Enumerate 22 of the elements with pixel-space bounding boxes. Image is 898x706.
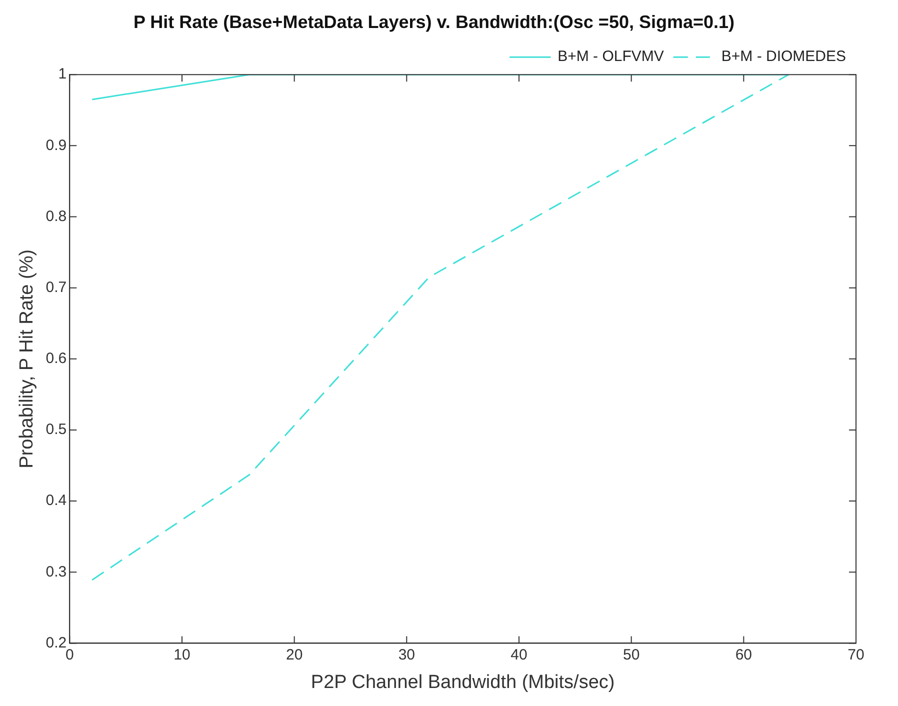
x-axis-title: P2P Channel Bandwidth (Mbits/sec) (310, 672, 615, 693)
y-axis-title: Probability, P Hit Rate (%) (16, 249, 38, 468)
y-tick-label: 0.9 (46, 136, 67, 154)
legend-label: B+M - DIOMEDES (721, 48, 846, 66)
x-tick-label: 60 (735, 646, 752, 664)
y-tick-label: 0.4 (46, 492, 67, 510)
chart-title: P Hit Rate (Base+MetaData Layers) v. Bandwidth:(Osc =50, Sigma=0.1) (133, 12, 735, 32)
y-tick-label: 0.5 (46, 421, 67, 438)
x-tick-label: 0 (65, 646, 74, 664)
x-tick-label: 50 (622, 646, 640, 664)
legend-label: B+M - OLFVMV (558, 48, 664, 66)
y-tick-label: 0.7 (46, 278, 67, 296)
y-tick-label: 0.3 (46, 563, 67, 580)
x-tick-label: 20 (286, 646, 303, 664)
y-tick-label: 1 (58, 66, 67, 83)
x-tick-label: 10 (174, 646, 190, 664)
x-tick-label: 70 (848, 646, 864, 664)
y-tick-label: 0.2 (46, 634, 67, 652)
y-tick-label: 0.6 (46, 350, 67, 368)
y-tick-label: 0.8 (46, 208, 67, 225)
x-tick-label: 40 (510, 646, 528, 664)
x-tick-label: 30 (398, 646, 415, 664)
